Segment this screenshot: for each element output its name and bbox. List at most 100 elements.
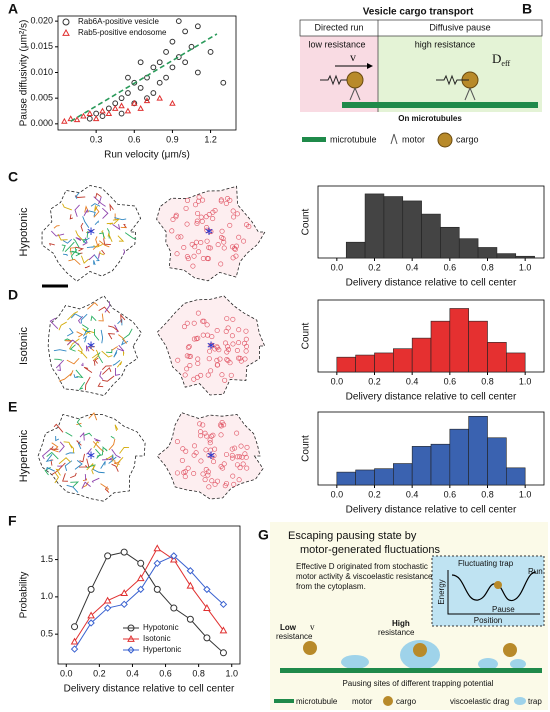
- trajectory: [70, 472, 77, 479]
- cell-spot: [191, 320, 197, 326]
- trajectory: [93, 254, 100, 262]
- cell-spot: [205, 472, 211, 478]
- trajectory: [93, 196, 106, 207]
- trajectory: [77, 349, 88, 359]
- legend-swatch: [383, 696, 393, 706]
- x-tick-label: 1.2: [204, 134, 217, 144]
- trajectory: [98, 240, 110, 248]
- x-tick-label: 0.4: [406, 262, 419, 272]
- trajectory: [116, 344, 126, 353]
- cell-spot: [200, 197, 206, 203]
- x-tick-label: 0.8: [481, 262, 494, 272]
- cell-spot: [238, 443, 244, 449]
- x-tick-label: 0.8: [481, 376, 494, 386]
- marker: [219, 649, 227, 657]
- cell-spot: [230, 473, 236, 479]
- cell-spot: [219, 419, 225, 425]
- plot-frame: [57, 15, 237, 131]
- cell-spot: [204, 322, 210, 328]
- marker: [87, 611, 95, 619]
- cell-center: ∗: [204, 224, 214, 238]
- trajectory: [112, 224, 121, 231]
- trajectory: [77, 343, 83, 355]
- marker: [163, 74, 169, 81]
- trajectory: [83, 366, 93, 373]
- trajectory: [76, 422, 82, 425]
- trajectory: [80, 313, 88, 324]
- trajectory: [101, 365, 112, 371]
- trajectory: [55, 359, 65, 369]
- marker: [120, 548, 128, 556]
- cell-spot: [185, 344, 191, 350]
- legend-text: motor: [352, 697, 373, 706]
- marker: [86, 115, 93, 122]
- legend-text: cargo: [456, 134, 479, 144]
- x-tick-label: 0.2: [368, 262, 381, 272]
- marker: [104, 552, 112, 560]
- trajectory: [69, 214, 73, 220]
- cell-spot: [223, 451, 229, 457]
- trajectory: [102, 457, 109, 461]
- cell-spot: [218, 432, 224, 438]
- trajectory: [69, 247, 77, 255]
- cell-spot: [237, 465, 243, 471]
- legend-text: Rab5-positive endosome: [78, 28, 167, 37]
- cell-spot: [182, 474, 188, 480]
- inset-text: Energy: [437, 579, 446, 604]
- trajectory: [102, 446, 108, 452]
- cell-spot: [224, 357, 230, 363]
- label: Low: [280, 623, 297, 632]
- trajectory: [100, 461, 106, 469]
- marker: [124, 107, 132, 114]
- trajectory: [82, 481, 89, 488]
- cell-spot: [198, 372, 204, 378]
- cell-spot: [222, 483, 228, 489]
- x-tick-label: 0.4: [406, 489, 419, 499]
- marker: [169, 64, 176, 71]
- trajectory: [95, 236, 98, 245]
- header-text: Directed run: [314, 22, 363, 32]
- marker: [105, 105, 112, 112]
- trajectory: [68, 338, 80, 350]
- marker: [118, 110, 125, 117]
- x-tick-label: 0.6: [444, 376, 457, 386]
- trajectory: [116, 361, 123, 368]
- trajectory: [88, 412, 98, 421]
- y-axis-label: Pause diffusivity (μm²/s): [19, 20, 30, 127]
- cell-spot: [206, 484, 212, 490]
- cell-spot: [220, 236, 226, 242]
- cell-spot: [191, 452, 197, 458]
- marker: [118, 95, 125, 102]
- cell-spot: [222, 377, 228, 383]
- legend-swatch: [390, 133, 398, 145]
- cell-center: ∗: [86, 224, 96, 238]
- cell-center: ∗: [86, 338, 96, 352]
- trajectory: [78, 381, 86, 391]
- cell-spot: [243, 336, 249, 342]
- legend-text: Isotonic: [143, 634, 171, 643]
- cell-spot: [205, 372, 211, 378]
- marker: [175, 18, 182, 25]
- trajectory: [67, 339, 80, 346]
- marker: [99, 113, 106, 120]
- trajectory: [91, 465, 96, 475]
- cell-spot: [224, 316, 230, 322]
- marker: [137, 585, 145, 594]
- cell-spot: [188, 353, 194, 359]
- cell-spot: [184, 320, 190, 326]
- trajectory: [100, 483, 109, 491]
- marker: [186, 581, 195, 589]
- cell-spot: [198, 239, 204, 245]
- cell-spot: [244, 343, 250, 349]
- cell-spot: [204, 238, 210, 244]
- cell-spot: [229, 455, 235, 461]
- cell-spot: [169, 228, 175, 234]
- cell-spot: [209, 478, 215, 484]
- cell-spot: [200, 255, 206, 261]
- cell-spot: [184, 254, 190, 260]
- marker: [194, 23, 201, 30]
- cell-spot: [224, 349, 230, 355]
- row-label: Hypotonic: [18, 207, 30, 256]
- y-tick-label: 0.020: [30, 16, 53, 26]
- bar: [364, 193, 385, 259]
